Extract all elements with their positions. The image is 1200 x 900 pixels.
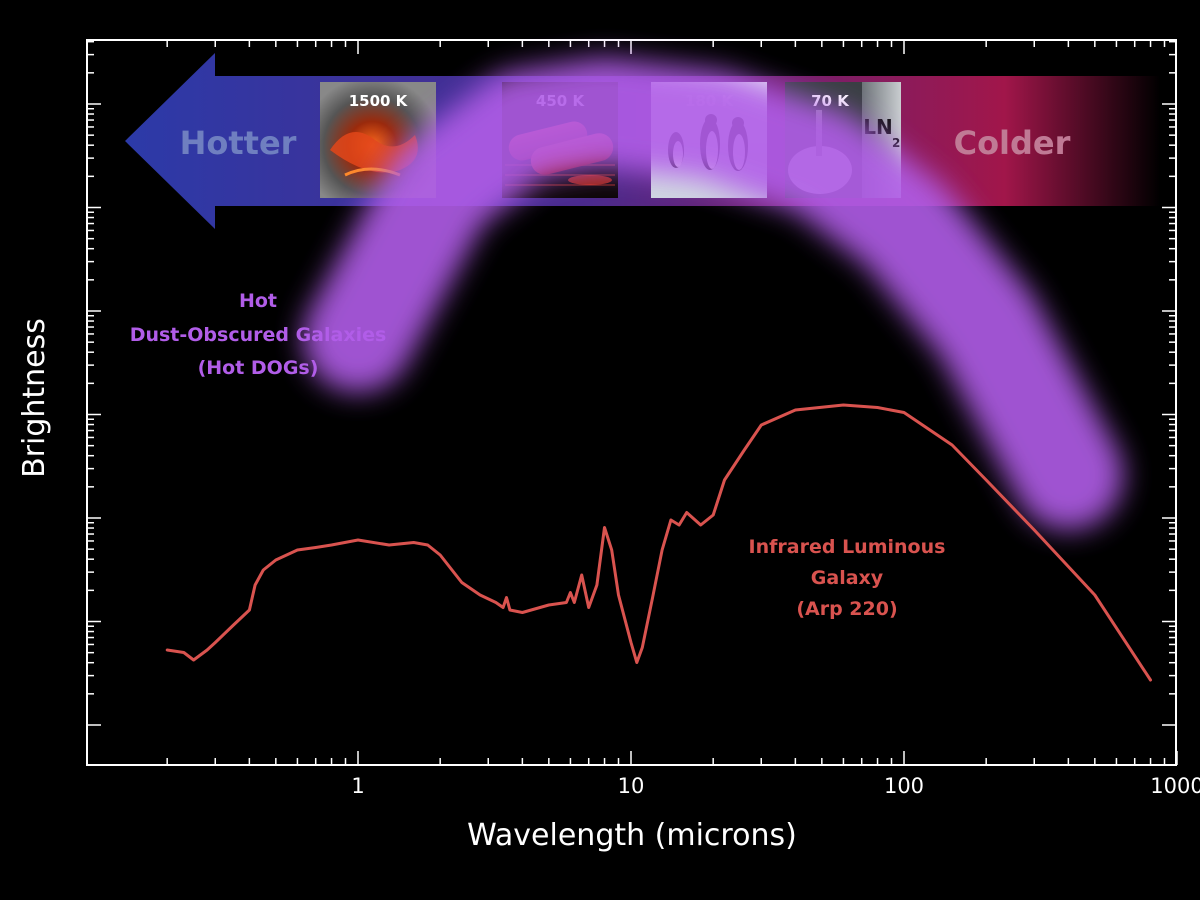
hot-dogs-label-line-2: Dust-Obscured Galaxies — [130, 324, 387, 346]
x-tick-labels: 1 10 100 1000 — [351, 774, 1200, 798]
ln2-subscript: 2 — [892, 136, 900, 150]
hot-dogs-label: Hot Dust-Obscured Galaxies (Hot DOGs) — [130, 290, 387, 379]
arp-220-label-line-3: (Arp 220) — [796, 598, 897, 620]
hot-dogs-label-line-1: Hot — [239, 290, 277, 312]
series-line-arp-220 — [165, 403, 1152, 682]
hot-dogs-band — [303, 57, 1124, 530]
colder-label: Colder — [954, 124, 1071, 162]
hotter-label: Hotter — [180, 124, 297, 162]
swatch-label: 1500 K — [349, 92, 409, 110]
arp-220-label: Infrared Luminous Galaxy (Arp 220) — [749, 536, 946, 620]
x-axis-title: Wavelength (microns) — [467, 818, 797, 853]
axis-ticks — [87, 40, 1178, 765]
arp-220-label-line-2: Galaxy — [811, 567, 884, 589]
x-tick-label: 100 — [884, 774, 924, 798]
x-tick-label: 1000 — [1150, 774, 1200, 798]
x-tick-label: 1 — [351, 774, 364, 798]
hot-dogs-label-line-3: (Hot DOGs) — [198, 357, 319, 379]
y-axis-title: Brightness — [17, 318, 52, 478]
arp-220-label-line-1: Infrared Luminous — [749, 536, 946, 558]
x-tick-label: 10 — [618, 774, 645, 798]
